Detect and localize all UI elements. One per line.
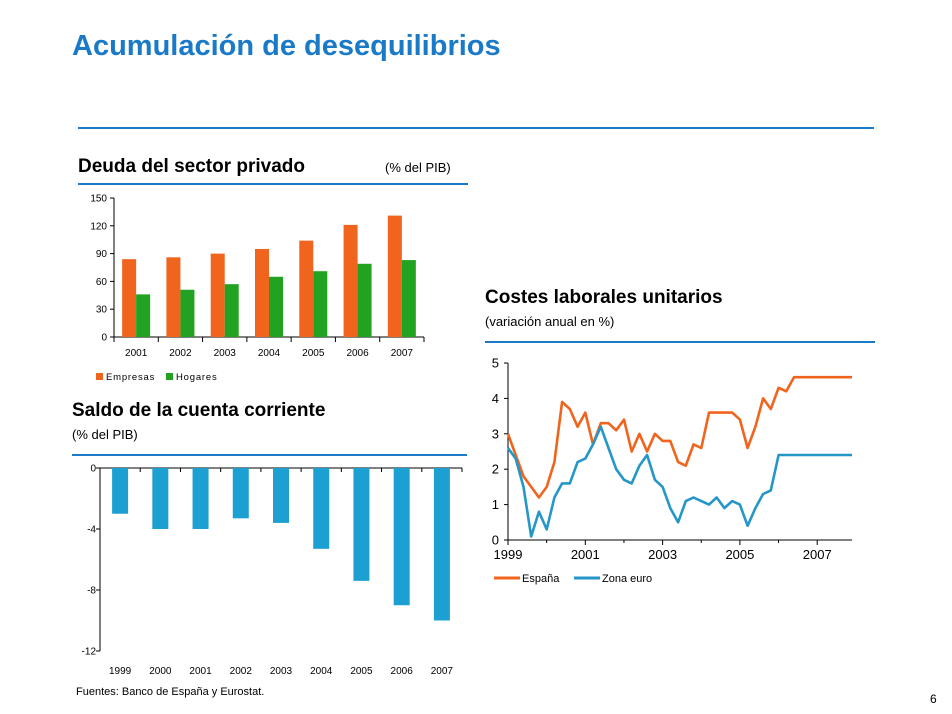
x-tick-label: 1999 xyxy=(494,547,523,562)
x-tick-label: 2003 xyxy=(648,547,677,562)
y-tick-label: 120 xyxy=(90,221,107,232)
legend-swatch-hogares xyxy=(166,373,173,380)
deuda-chart: 0 30 60 90 120 150 2001 2002 2003 2004 2005 2006 200… xyxy=(90,194,425,383)
y-tick-label: 60 xyxy=(96,277,108,288)
y-tick-label: 3 xyxy=(492,426,499,441)
saldo-subtitle: (% del PIB) xyxy=(72,427,138,442)
page-number: 6 xyxy=(930,692,937,706)
x-tick-label: 2000 xyxy=(149,666,172,677)
title-divider xyxy=(78,127,874,129)
y-tick-label: 90 xyxy=(96,249,108,260)
x-tick-label: 2005 xyxy=(725,547,754,562)
y-tick-label: 0 xyxy=(90,464,96,475)
bar-empresas-2007 xyxy=(387,215,402,337)
x-tick-label: 2003 xyxy=(214,348,237,359)
bar-hogares-2007 xyxy=(401,260,416,337)
legend-label-hogares: Hogares xyxy=(176,372,218,383)
costes-divider xyxy=(485,341,875,343)
x-tick-label: 2007 xyxy=(803,547,832,562)
x-tick-label: 2005 xyxy=(302,348,325,359)
x-tick-label: 2001 xyxy=(125,348,148,359)
x-tick-label: 1999 xyxy=(109,666,132,677)
y-tick-label: -8 xyxy=(87,586,96,597)
x-tick-label: 2004 xyxy=(258,348,281,359)
y-tick-label: 4 xyxy=(492,391,499,406)
bar-empresas-2004 xyxy=(255,248,269,337)
x-tick-label: 2001 xyxy=(189,666,212,677)
source-note: Fuentes: Banco de España y Eurostat. xyxy=(76,686,265,698)
saldo-title: Saldo de la cuenta corriente xyxy=(72,400,326,421)
costes-title: Costes laborales unitarios xyxy=(485,287,723,308)
saldo-divider xyxy=(72,454,467,456)
bar-saldo-2000 xyxy=(152,468,169,529)
bar-saldo-2004 xyxy=(313,468,330,549)
bar-saldo-2006 xyxy=(393,468,410,606)
bar-empresas-2001 xyxy=(122,259,137,337)
bar-hogares-2004 xyxy=(269,276,283,337)
x-tick-label: 2001 xyxy=(571,547,600,562)
bar-hogares-2002 xyxy=(180,289,195,337)
x-tick-label: 2007 xyxy=(391,348,414,359)
x-tick-label: 2004 xyxy=(310,666,333,677)
series-line-zona-euro xyxy=(506,425,852,538)
x-tick-label: 2006 xyxy=(391,666,414,677)
costes-chart: 0 1 2 3 4 5 1999 2001 2003 2005 2007 España Zona eur… xyxy=(492,356,852,585)
bar-empresas-2003 xyxy=(210,253,225,337)
costes-subtitle: (variación anual en %) xyxy=(485,314,615,329)
bar-empresas-2002 xyxy=(166,257,181,337)
x-tick-label: 2002 xyxy=(169,348,192,359)
legend-swatch-empresas xyxy=(96,373,103,380)
saldo-chart: 0 -4 -8 -12 1999 2000 2001 2002 2003 2004 2005 2006… xyxy=(82,464,463,677)
x-tick-label: 2005 xyxy=(350,666,373,677)
bar-saldo-2002 xyxy=(232,468,249,519)
page-title: Acumulación de desequilibrios xyxy=(72,30,501,62)
x-tick-label: 2003 xyxy=(270,666,293,677)
x-tick-label: 2006 xyxy=(346,348,369,359)
x-tick-label: 2007 xyxy=(431,666,454,677)
x-tick-label: 2002 xyxy=(230,666,253,677)
bar-empresas-2006 xyxy=(343,224,358,337)
bar-hogares-2003 xyxy=(224,284,239,337)
bar-saldo-2003 xyxy=(273,468,289,523)
y-tick-label: 1 xyxy=(492,497,499,512)
bar-hogares-2001 xyxy=(136,294,151,337)
deuda-divider xyxy=(78,183,468,185)
deuda-title: Deuda del sector privado xyxy=(78,156,306,177)
bar-saldo-2007 xyxy=(433,468,450,621)
bar-empresas-2005 xyxy=(299,240,314,337)
deuda-subtitle: (% del PIB) xyxy=(385,160,451,175)
bar-hogares-2005 xyxy=(313,271,328,337)
legend-label-zona-euro: Zona euro xyxy=(602,573,652,585)
y-tick-label: -4 xyxy=(87,525,96,536)
y-tick-label: 2 xyxy=(492,462,499,477)
legend-label-españa: España xyxy=(522,573,560,585)
y-tick-label: 0 xyxy=(101,333,107,344)
y-tick-label: 0 xyxy=(492,533,499,548)
bar-saldo-2005 xyxy=(353,468,370,581)
y-tick-label: 150 xyxy=(90,194,107,205)
bar-saldo-2001 xyxy=(192,468,209,529)
legend-label-empresas: Empresas xyxy=(106,372,155,383)
y-tick-label: 5 xyxy=(492,356,499,371)
y-tick-label: -12 xyxy=(82,647,97,658)
series-line-españa xyxy=(506,375,852,499)
bar-hogares-2006 xyxy=(357,263,372,337)
y-tick-label: 30 xyxy=(96,305,108,316)
bar-saldo-1999 xyxy=(112,468,129,514)
